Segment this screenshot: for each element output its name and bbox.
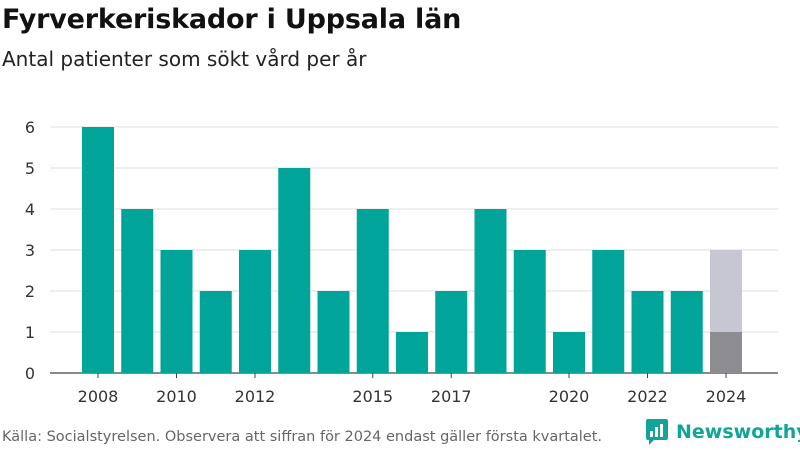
y-tick-label: 5	[25, 159, 35, 178]
bar-2013	[278, 168, 311, 373]
y-tick-label: 4	[25, 200, 35, 219]
y-axis-ticks: 0 1 2 3 4 5 6	[25, 118, 35, 383]
bar-2024-remainder	[710, 250, 742, 332]
bar-2024	[710, 332, 742, 373]
newsworthy-logo: Newsworthy	[644, 418, 800, 446]
x-tick-label: 2022	[627, 387, 668, 406]
newsworthy-icon	[646, 419, 668, 445]
bar-2010	[160, 250, 193, 373]
x-tick-label: 2024	[706, 387, 747, 406]
bar-2019	[513, 250, 546, 373]
y-tick-label: 0	[25, 364, 35, 383]
source-note: Källa: Socialstyrelsen. Observera att si…	[2, 429, 603, 445]
brand-name: Newsworthy	[676, 421, 800, 443]
bar-2023	[670, 291, 703, 373]
bar-chart: 0 1 2 3 4 5 6 2008 2010 2012 2015 2017 2020 2022 2024	[25, 118, 778, 406]
y-tick-label: 2	[25, 282, 35, 301]
bar-2016	[396, 332, 428, 373]
x-axis-ticks: 2008 2010 2012 2015 2017 2020 2022 2024	[78, 373, 747, 406]
bar-2022	[631, 291, 664, 373]
bar-2009	[121, 209, 154, 373]
bar-2020	[553, 332, 585, 373]
bar-2011	[199, 291, 232, 373]
y-tick-label: 3	[25, 241, 35, 260]
bars	[82, 127, 742, 373]
y-tick-label: 6	[25, 118, 35, 137]
x-tick-label: 2015	[352, 387, 393, 406]
y-tick-label: 1	[25, 323, 35, 342]
bar-2008	[82, 127, 114, 373]
x-tick-label: 2017	[431, 387, 472, 406]
x-tick-label: 2008	[78, 387, 119, 406]
x-tick-label: 2020	[549, 387, 590, 406]
chart-title: Fyrverkeriskador i Uppsala län	[2, 4, 462, 35]
bar-2018	[474, 209, 507, 373]
x-tick-label: 2010	[156, 387, 197, 406]
x-tick-label: 2012	[235, 387, 276, 406]
bar-2017	[435, 291, 468, 373]
bar-2021	[592, 250, 625, 373]
chart-subtitle: Antal patienter som sökt vård per år	[2, 47, 367, 71]
bar-2012	[239, 250, 271, 373]
bar-2015	[356, 209, 389, 373]
bar-2014	[317, 291, 350, 373]
